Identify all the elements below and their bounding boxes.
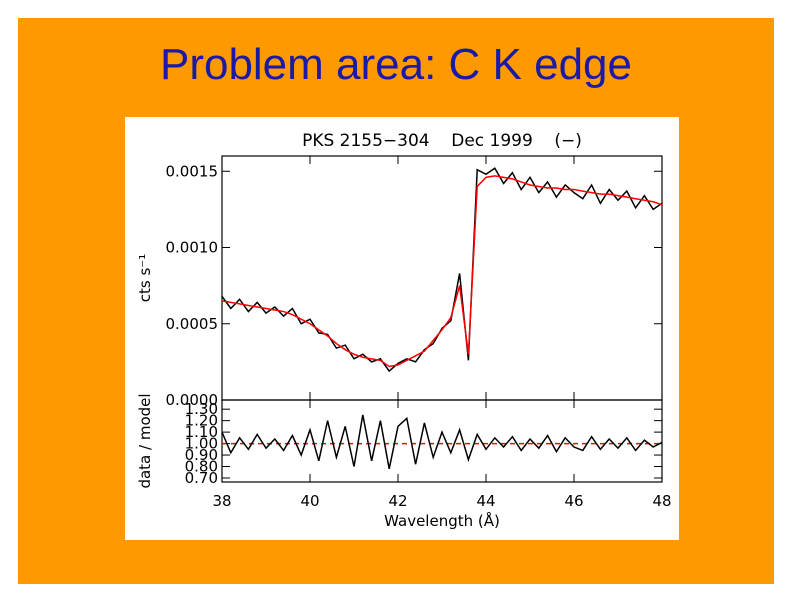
y-axis-label: cts s⁻¹ [136, 254, 154, 302]
data-line [221, 414, 663, 469]
x-tick-label: 48 [652, 492, 671, 510]
y-tick-label: 0.0010 [166, 239, 219, 257]
y-tick-label: 1.00 [185, 435, 218, 453]
y-tick-label: 0.70 [185, 469, 218, 487]
x-axis-label: Wavelength (Å) [384, 511, 500, 530]
data-line [221, 167, 663, 373]
plot-background [125, 117, 679, 540]
x-tick-label: 46 [564, 492, 583, 510]
chart-title: PKS 2155−304 Dec 1999 (−) [302, 131, 582, 151]
y-tick-label: 1.30 [185, 400, 218, 418]
slide-title: Problem area: C K edge [159, 40, 633, 89]
y-tick-label: 0.0015 [166, 162, 219, 180]
y-tick-label: 1.10 [185, 423, 218, 441]
y-tick-label: 1.20 [185, 412, 218, 430]
y-tick-label: 0.0000 [166, 391, 219, 409]
y-tick-label: 0.0005 [166, 315, 219, 333]
y-tick-label: 0.80 [185, 458, 218, 476]
plot-frame [221, 399, 663, 483]
x-tick-label: 42 [388, 492, 407, 510]
data-line [221, 175, 663, 368]
y-axis-label: data / model [136, 393, 154, 488]
x-tick-label: 38 [212, 492, 231, 510]
y-tick-label: 0.90 [185, 446, 218, 464]
x-tick-label: 40 [300, 492, 319, 510]
x-tick-label: 44 [476, 492, 495, 510]
